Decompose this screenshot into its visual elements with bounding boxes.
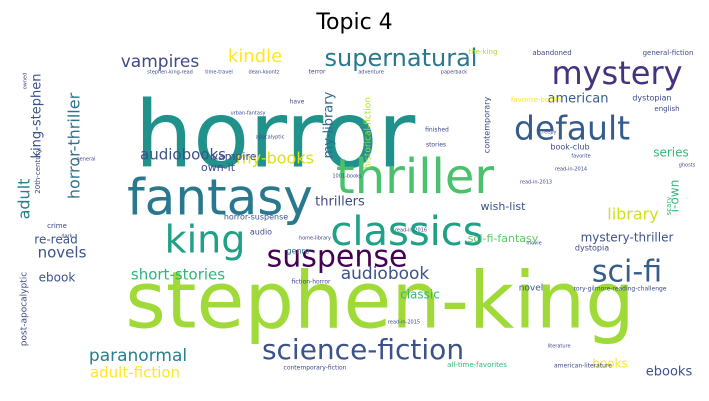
word-sci-fi: sci-fi [592, 255, 662, 290]
word-i-own: i-own [668, 180, 682, 213]
word-wish-list: wish-list [481, 200, 527, 213]
word-american-literature: american-literature [554, 363, 612, 370]
word-horror: horror [135, 81, 416, 188]
word-suspense: suspense [267, 240, 408, 275]
word-sci-fi-fantasy: sci-fi-fantasy [468, 232, 539, 245]
word-fiction-horror: fiction-horror [291, 279, 331, 286]
word-ebooks: ebooks [646, 365, 693, 380]
word-urban-fantasy: urban-fantasy [230, 111, 265, 117]
word-paperback: paperback [441, 70, 468, 76]
word-dystopian: dystopian [632, 94, 671, 103]
word-adult-fiction: adult-fiction [90, 364, 180, 382]
word-terror: terror [309, 69, 326, 76]
word-favorite: favorite [571, 154, 590, 160]
word-audio: audio [250, 228, 272, 237]
word-american: american [548, 92, 609, 107]
word-movie: movie [526, 241, 541, 247]
word-library: library [607, 205, 658, 224]
word-apocalyptic: apocalyptic [256, 135, 285, 141]
word-post-apocalyptic: post-apocalyptic [20, 272, 30, 346]
word-books: books [592, 357, 628, 371]
word-owned: owned [23, 73, 29, 90]
word-time-travel: time-travel [205, 70, 233, 76]
word-stephen-king: stephen-king [125, 256, 635, 346]
word-default: default [514, 109, 630, 148]
word-my-books: my-books [236, 149, 314, 168]
word-read-in-2013: read-in-2013 [520, 180, 552, 186]
word-stories: stories [426, 142, 446, 149]
word-dystopia: dystopia [575, 244, 609, 253]
word-dean-koontz: dean-koontz [249, 70, 280, 76]
word-re-read: re-read [34, 233, 77, 247]
word-contemporary: contemporary [483, 97, 492, 154]
word-ebook: ebook [39, 271, 76, 285]
word-general: general [76, 157, 95, 163]
word-kindle: kindle [228, 46, 282, 67]
word-series: series [653, 146, 689, 160]
word-vampires: vampires [121, 52, 200, 72]
word-historical-fiction: historical-fiction [364, 97, 374, 169]
word-genre: genre [286, 247, 309, 256]
word-thriller: thriller [336, 149, 495, 205]
word-literature: literature [547, 344, 570, 350]
word-1001-books: 1001-books [332, 174, 362, 180]
word-cloud: horror stephen-king fantasy thriller classic… [15, 46, 697, 386]
word-all-time-favorites: all-time-favorites [447, 361, 507, 369]
word-my-library: my-library [322, 91, 337, 158]
word-contemporary-fiction: contemporary-fiction [284, 365, 347, 372]
word-vampire: vampire [211, 150, 256, 163]
word-supernatural: supernatural [325, 46, 478, 72]
word-ghosts: ghosts [679, 163, 696, 169]
word-abandoned: abandoned [532, 49, 571, 57]
word-horror-thriller: horror-thriller [65, 92, 84, 199]
chart-title: Topic 4 [316, 10, 393, 35]
word-fantasy: fantasy [127, 169, 313, 227]
word-have: have [290, 99, 305, 106]
word-dark: dark [61, 234, 72, 240]
word-read-in-2014: read-in-2014 [555, 167, 587, 173]
word-scary: scary [665, 197, 673, 216]
word-creepy: creepy [540, 130, 557, 136]
word-20th-century: 20th-century [34, 148, 42, 193]
word-crime: crime [47, 222, 67, 230]
word-novel: novel [519, 284, 544, 294]
word-rory-gilmore-reading-challenge: rory-gilmore-reading-challenge [574, 286, 667, 293]
word-read-in-2016: read-in-2016 [395, 228, 427, 234]
word-own-it: own-it [201, 161, 236, 174]
word-mystery-thriller: mystery-thriller [581, 231, 674, 245]
word-paranormal: paranormal [89, 346, 187, 366]
word-book-club: book-club [550, 143, 589, 152]
word-adult: adult [15, 179, 34, 220]
word-the-king: the-king [469, 48, 498, 56]
word-short-stories: short-stories [131, 266, 225, 284]
word-finished: finished [425, 127, 449, 134]
word-english: english [654, 105, 679, 113]
word-audiobooks: audiobooks [140, 146, 226, 164]
word-thrillers: thrillers [315, 195, 365, 210]
word-audiobook: audiobook [341, 264, 430, 284]
word-mystery: mystery [551, 54, 682, 92]
word-home-library: home-library [299, 236, 331, 242]
word-stephen-king-read: stephen-king-read [147, 70, 193, 76]
word-science-fiction: science-fiction [262, 333, 464, 366]
word-read-in-2015: read-in-2015 [388, 320, 420, 326]
word-general-fiction: general-fiction [643, 49, 694, 57]
word-classic: classic [400, 288, 440, 302]
word-king: king [165, 218, 246, 262]
word-adventure: adventure [358, 70, 384, 76]
word-king-stephen: king-stephen [30, 74, 45, 159]
word-classics: classics [330, 209, 483, 255]
word-horror-suspense: horror-suspense [224, 213, 288, 222]
word-favorite-books: favorite-books [511, 96, 562, 104]
word-novels: novels [38, 244, 87, 262]
